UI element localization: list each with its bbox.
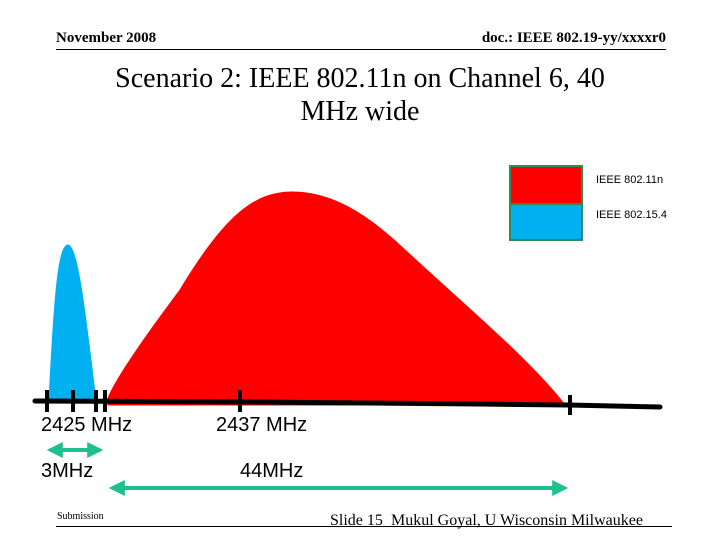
channel-80211n-shape [107, 191, 567, 406]
width-label-3mhz: 3MHz [41, 460, 94, 482]
footer-author: Mukul Goyal, U Wisconsin Milwaukee [391, 512, 643, 529]
legend-label-80211n: IEEE 802.11n [596, 174, 664, 186]
footer-submission: Submission [57, 511, 104, 522]
title-line-2: MHz wide [300, 96, 420, 127]
header-rule [56, 49, 666, 50]
legend-swatch-80211n [509, 165, 583, 205]
legend-label-802154: IEEE 802.15.4 [596, 209, 667, 221]
header-date: November 2008 [56, 30, 157, 46]
frequency-axis [32, 398, 663, 410]
freq-label-2425: 2425 MHz [41, 414, 133, 436]
width-label-44mhz: 44MHz [240, 460, 304, 482]
footer-slide-number: Slide 15 [330, 512, 383, 529]
footer-rule [56, 526, 672, 527]
channel-802154-shape [48, 244, 97, 402]
slide-title: Scenario 2: IEEE 802.11n on Channel 6, 4… [40, 62, 680, 128]
legend-swatch-802154 [509, 203, 583, 241]
title-line-1: Scenario 2: IEEE 802.11n on Channel 6, 4… [115, 63, 605, 94]
header-doc-id: doc.: IEEE 802.19-yy/xxxxr0 [481, 30, 666, 46]
freq-label-2437: 2437 MHz [216, 414, 308, 436]
